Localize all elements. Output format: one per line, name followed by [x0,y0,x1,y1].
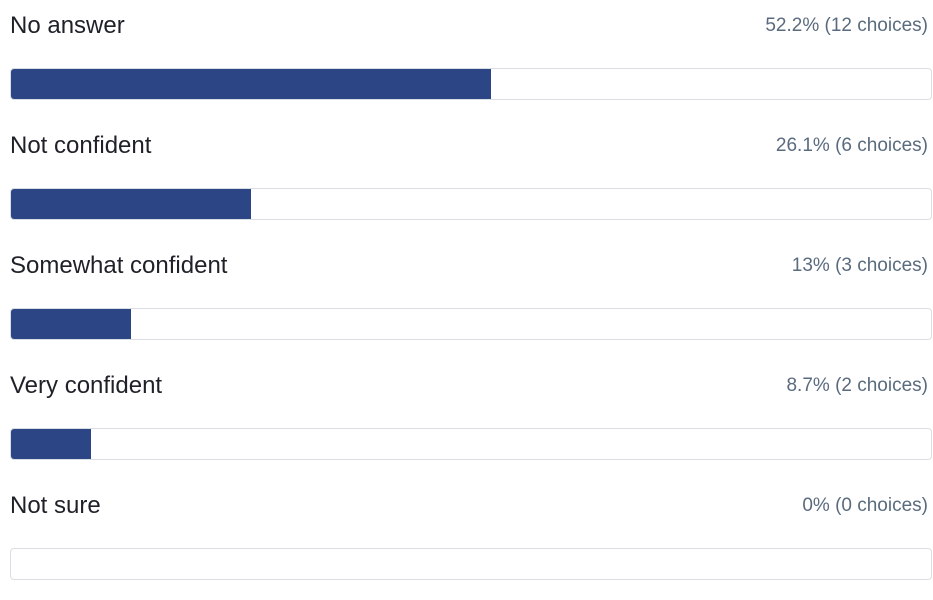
bar-track [10,188,932,220]
option-header: Very confident 8.7% (2 choices) [10,370,932,402]
bar-track [10,308,932,340]
option-label: Very confident [10,372,163,399]
bar-track [10,428,932,460]
bar-track [10,548,932,580]
option-label: Not sure [10,492,101,519]
bar-fill [11,309,131,339]
option-label: Not confident [10,132,152,159]
option-row: No answer 52.2% (12 choices) [10,0,932,120]
option-label: Somewhat confident [10,252,228,279]
bar-fill [11,69,492,99]
poll-results: No answer 52.2% (12 choices) Not confide… [10,0,932,600]
option-header: Not confident 26.1% (6 choices) [10,130,932,162]
option-stat: 52.2% (12 choices) [765,15,928,36]
option-stat: 8.7% (2 choices) [786,375,928,396]
bar-fill [11,189,252,219]
option-row: Very confident 8.7% (2 choices) [10,360,932,480]
option-header: Not sure 0% (0 choices) [10,490,932,522]
option-stat: 13% (3 choices) [791,255,928,276]
bar-fill [11,429,92,459]
option-header: Somewhat confident 13% (3 choices) [10,250,932,282]
bar-track [10,68,932,100]
option-row: Not confident 26.1% (6 choices) [10,120,932,240]
option-stat: 0% (0 choices) [802,495,928,516]
option-label: No answer [10,12,125,39]
option-row: Not sure 0% (0 choices) [10,480,932,600]
option-stat: 26.1% (6 choices) [775,135,928,156]
option-row: Somewhat confident 13% (3 choices) [10,240,932,360]
option-header: No answer 52.2% (12 choices) [10,10,932,42]
